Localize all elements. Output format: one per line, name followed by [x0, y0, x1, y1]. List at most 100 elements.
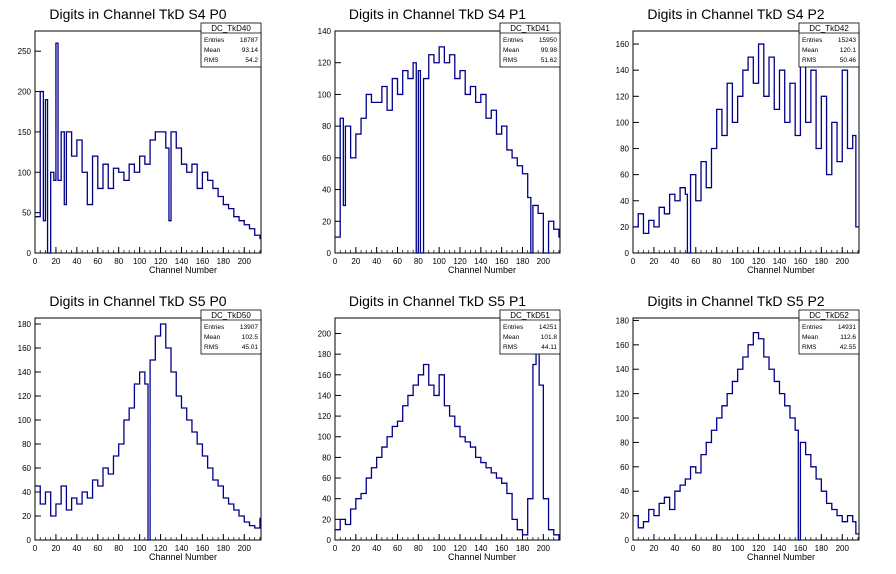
stats-value-mean: 120.1	[840, 47, 857, 54]
y-tick-label: 180	[318, 350, 332, 359]
y-tick-label: 20	[22, 512, 31, 521]
y-tick-label: 100	[616, 118, 630, 127]
histogram-panel-5: Digits in Channel TkD S5 P1 0 20 40 60 80 100 1…	[318, 293, 561, 562]
stats-label-rms: RMS	[503, 57, 518, 64]
y-tick-label: 120	[616, 390, 630, 399]
y-tick-label: 100	[318, 433, 332, 442]
x-tick-label: 120	[752, 257, 766, 266]
stats-value-rms: 50.46	[840, 57, 857, 64]
y-tick-label: 20	[620, 223, 629, 232]
stats-box: DC_TkD42 Entries 15243 Mean 120.1 RMS 50.46	[798, 22, 860, 68]
y-tick-label: 140	[18, 368, 32, 377]
x-axis-label: Channel Number	[747, 265, 815, 275]
stats-box-frame	[200, 309, 262, 355]
stats-label-mean: Mean	[802, 47, 819, 54]
x-tick-label: 140	[474, 544, 488, 553]
x-tick-label: 80	[414, 544, 423, 553]
plot-frame	[34, 30, 262, 254]
y-tick-label: 200	[18, 88, 32, 97]
histogram-series	[335, 46, 560, 254]
y-tick-label: 80	[322, 122, 331, 131]
y-tick-label: 120	[18, 392, 32, 401]
x-tick-label: 200	[836, 257, 850, 266]
stats-name: DC_TkD50	[211, 311, 251, 320]
y-tick-label: 40	[620, 487, 629, 496]
y-tick-label: 120	[616, 92, 630, 101]
y-tick-label: 180	[616, 316, 630, 325]
stats-label-rms: RMS	[503, 344, 518, 351]
stats-box: DC_TkD51 Entries 14251 Mean 101.8 RMS 44.11	[499, 309, 561, 355]
x-tick-label: 200	[238, 257, 252, 266]
y-tick-label: 150	[18, 128, 32, 137]
chart-title: Digits in Channel TkD S4 P2	[647, 6, 824, 22]
stats-box: DC_TkD52 Entries 14931 Mean 112.6 RMS 42.55	[798, 309, 860, 355]
x-tick-label: 80	[712, 257, 721, 266]
x-tick-label: 160	[495, 257, 509, 266]
stats-label-entries: Entries	[503, 324, 524, 331]
x-tick-label: 120	[453, 257, 467, 266]
stats-name: DC_TkD52	[809, 311, 849, 320]
y-tick-label: 80	[322, 453, 331, 462]
x-tick-label: 60	[691, 544, 700, 553]
stats-value-entries: 14251	[539, 324, 557, 331]
stats-label-entries: Entries	[802, 37, 823, 44]
x-tick-label: 20	[51, 544, 60, 553]
x-tick-label: 140	[175, 544, 189, 553]
stats-box: DC_TkD40 Entries 18787 Mean 93.14 RMS 54.2	[200, 22, 262, 68]
x-tick-label: 80	[414, 257, 423, 266]
x-tick-label: 40	[670, 257, 679, 266]
x-tick-label: 60	[93, 544, 102, 553]
x-tick-label: 120	[752, 544, 766, 553]
y-tick-label: 120	[318, 412, 332, 421]
stats-value-rms: 51.62	[541, 57, 558, 64]
plot-frame	[334, 30, 561, 254]
stats-value-rms: 44.11	[541, 344, 557, 351]
x-tick-label: 180	[217, 257, 231, 266]
x-tick-label: 80	[114, 257, 123, 266]
y-tick-label: 0	[625, 536, 630, 545]
stats-label-rms: RMS	[204, 344, 219, 351]
stats-value-mean: 112.6	[840, 334, 856, 341]
y-tick-label: 20	[322, 515, 331, 524]
y-tick-label: 160	[616, 341, 630, 350]
histogram-panel-3: Digits in Channel TkD S4 P2 0 20 40 60 80 100 1…	[616, 6, 860, 275]
y-tick-label: 250	[18, 47, 32, 56]
y-tick-label: 20	[620, 512, 629, 521]
stats-label-entries: Entries	[802, 324, 823, 331]
x-tick-label: 180	[815, 544, 829, 553]
histogram-panel-2: Digits in Channel TkD S4 P1 0 20 40 60 80 100 1…	[318, 6, 561, 275]
y-tick-label: 60	[322, 154, 331, 163]
stats-box-frame	[798, 22, 860, 68]
y-tick-label: 0	[27, 536, 32, 545]
x-tick-label: 160	[794, 257, 808, 266]
stats-name: DC_TkD41	[510, 24, 550, 33]
stats-box-frame	[499, 309, 561, 355]
x-tick-label: 0	[33, 257, 38, 266]
x-tick-label: 140	[773, 544, 787, 553]
y-tick-label: 40	[620, 197, 629, 206]
stats-value-mean: 102.5	[242, 334, 259, 341]
y-tick-label: 120	[318, 59, 332, 68]
y-tick-label: 100	[616, 414, 630, 423]
histogram-panel-4: Digits in Channel TkD S5 P0 0 20 40 60 80 100 1…	[18, 293, 262, 562]
y-tick-label: 160	[18, 344, 32, 353]
y-tick-label: 60	[322, 474, 331, 483]
y-tick-label: 60	[22, 464, 31, 473]
stats-name: DC_TkD42	[809, 24, 849, 33]
histogram-series	[35, 42, 261, 254]
x-axis-label: Channel Number	[448, 265, 516, 275]
x-tick-label: 140	[773, 257, 787, 266]
histogram-series	[35, 323, 261, 541]
y-tick-label: 20	[322, 217, 331, 226]
x-tick-label: 160	[196, 257, 210, 266]
chart-title: Digits in Channel TkD S5 P0	[49, 293, 226, 309]
x-axis-label: Channel Number	[747, 552, 815, 562]
stats-value-mean: 93.14	[242, 47, 259, 54]
y-tick-label: 160	[318, 371, 332, 380]
x-axis-label: Channel Number	[149, 552, 217, 562]
y-tick-label: 140	[616, 66, 630, 75]
stats-value-rms: 54.2	[245, 57, 258, 64]
stats-value-rms: 45.01	[242, 344, 259, 351]
x-tick-label: 180	[516, 257, 530, 266]
x-tick-label: 200	[537, 257, 551, 266]
